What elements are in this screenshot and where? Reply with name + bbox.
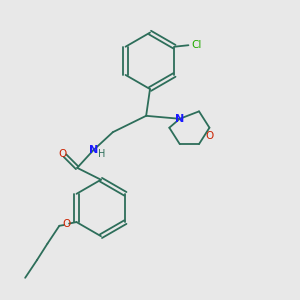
Text: N: N	[89, 145, 98, 155]
Text: N: N	[175, 114, 184, 124]
Text: O: O	[206, 131, 214, 141]
Text: O: O	[62, 219, 70, 229]
Text: O: O	[58, 149, 67, 159]
Text: Cl: Cl	[191, 40, 202, 50]
Text: H: H	[98, 149, 106, 160]
